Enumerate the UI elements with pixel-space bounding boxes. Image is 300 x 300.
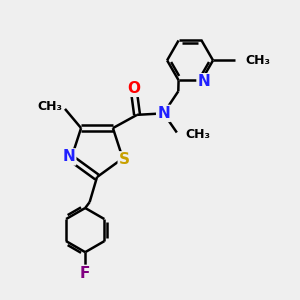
Text: N: N <box>62 149 75 164</box>
Text: S: S <box>119 152 130 167</box>
Text: N: N <box>197 74 210 89</box>
Text: CH₃: CH₃ <box>37 100 62 113</box>
Text: O: O <box>127 81 140 96</box>
Text: CH₃: CH₃ <box>245 54 270 67</box>
Text: CH₃: CH₃ <box>186 128 211 141</box>
Text: N: N <box>157 106 170 121</box>
Text: F: F <box>80 266 90 281</box>
